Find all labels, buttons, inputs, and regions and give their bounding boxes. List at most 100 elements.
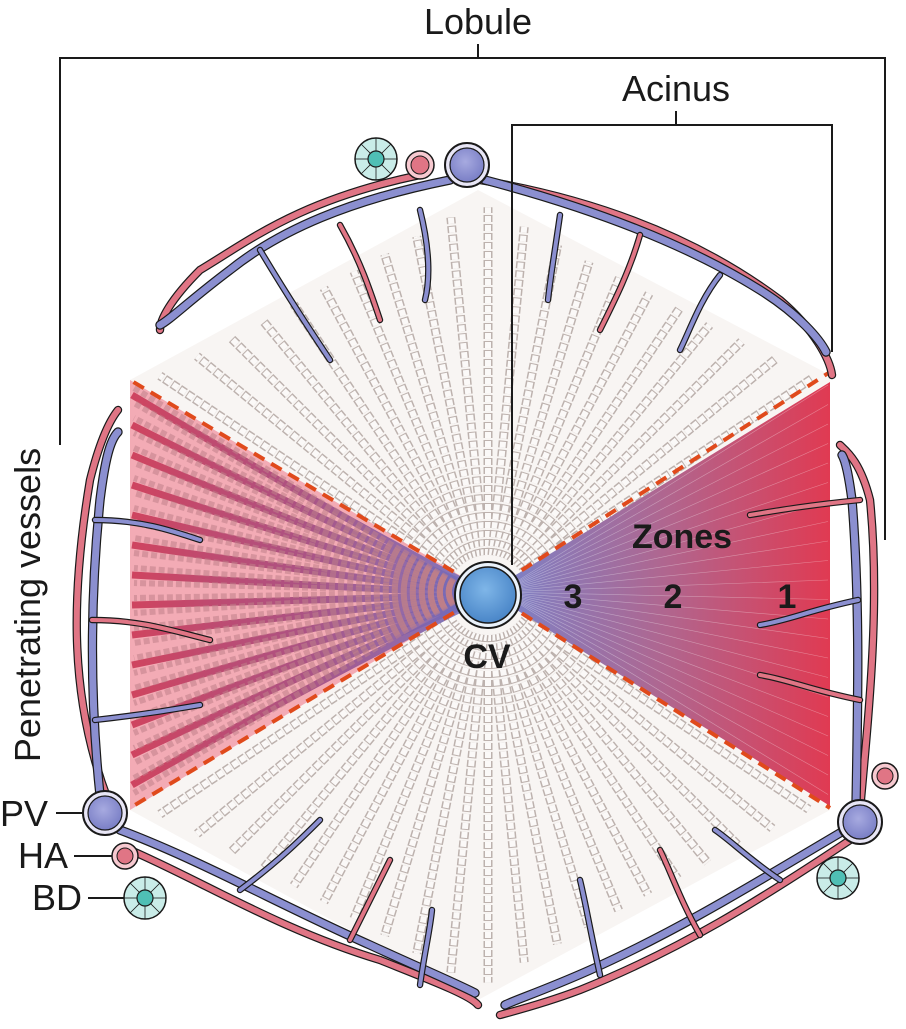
hepatic-artery-branch [497, 837, 853, 1018]
portal-triad-right [837, 762, 899, 845]
portal-vein-branch [546, 213, 562, 302]
zone-grid-line [499, 579, 829, 593]
central-vein [454, 561, 522, 629]
hepatocyte-cord-fill [381, 253, 480, 558]
ha-label: HA [18, 835, 68, 876]
portal-vein-branch [418, 208, 431, 302]
hepatic-artery-branch [748, 498, 862, 517]
hepatocyte-cord-fill [321, 286, 472, 562]
bd-label: BD [32, 877, 82, 918]
zone-grid-line [499, 404, 829, 593]
portal-vein-branch [238, 818, 322, 892]
portal-vein-branch [418, 908, 434, 987]
zone-grid-line [499, 521, 829, 593]
hepatocyte-cord-fill [511, 624, 710, 865]
hepatocyte-cord-fill [514, 621, 742, 849]
zone-grid-line [499, 591, 829, 795]
hepatocyte-cord-fill [447, 217, 488, 556]
portal-vein-branch [93, 703, 202, 722]
hepatic-artery-branch [598, 233, 642, 332]
lobule-bracket [59, 44, 886, 540]
portal-vein-branch [89, 428, 122, 799]
bile-duct-icon [123, 876, 167, 920]
hepatocyte-cord-fill [504, 292, 652, 562]
hepatocyte-cord [133, 589, 471, 631]
hepatocyte-cord-fill [507, 626, 681, 881]
bile-duct-icon [354, 137, 398, 181]
hepatocyte-cord-fill [381, 632, 480, 937]
hepatocyte-cord-fill [488, 226, 528, 556]
portal-vein-branch [713, 828, 782, 882]
hepatocyte-cord-fill [291, 302, 469, 564]
lobule-label: Lobule [424, 1, 532, 42]
hepatocyte-cord-fill [492, 633, 561, 945]
hepatocyte-cord-fill [447, 634, 488, 973]
zone-grid-line [499, 423, 829, 593]
zone-grid-line [499, 482, 829, 593]
zone-3-label: 3 [564, 578, 583, 616]
hepatocyte-cord [133, 589, 471, 601]
hepatic-artery-branch [348, 858, 392, 942]
hepatocyte-cord [133, 565, 471, 595]
zone-grid-line [499, 591, 829, 639]
portal-vein-branch [93, 518, 202, 542]
hepatocyte-cord [133, 589, 471, 616]
acinus-boundary-lines [128, 370, 832, 810]
hepatocyte-cord-fill [514, 339, 744, 569]
hepatocyte-cord [133, 580, 471, 595]
hepatocyte-cord-fill [488, 634, 528, 963]
portal-vein-branch [156, 176, 454, 329]
hepatocyte-cord-fill [158, 614, 457, 817]
portal-vein-branch [678, 273, 722, 352]
hepatic-artery-branch [157, 172, 423, 333]
hepatocyte-cord-fill [517, 618, 775, 831]
portal-triad-left [82, 790, 139, 870]
perimeter-vessels [72, 170, 879, 1020]
zone-grid-line [499, 591, 829, 678]
zone-grid-line [499, 591, 829, 600]
zone-grid-line [499, 591, 829, 737]
zone-grid-line [499, 591, 829, 717]
zone-grid-line [499, 591, 829, 620]
zone-grid-line [499, 462, 829, 593]
zone-grid-line [499, 501, 829, 593]
zones-title: Zones [632, 518, 732, 556]
portal-vein-branch [481, 176, 830, 356]
portal-vein-branch [501, 826, 849, 1009]
hepatocyte-cord-fill [519, 614, 811, 812]
hepatocyte-cord-fill [504, 628, 651, 896]
hepatocyte-cord-fill [496, 260, 592, 558]
hepatic-artery-branch [127, 847, 481, 1008]
acinus-bracket [511, 111, 833, 565]
hepatocyte-cord-fill [195, 618, 459, 837]
hepatic-artery-branch [837, 442, 878, 813]
hepatic-artery-branch [658, 848, 702, 937]
hepatocyte-cord-fill [413, 633, 484, 955]
hepatocyte-cord-fill [195, 353, 459, 572]
hepatocyte-cord-fill [496, 632, 592, 928]
acinus-label: Acinus [622, 68, 730, 109]
zone-2-label: 2 [664, 578, 683, 616]
zone-grid-line [499, 540, 829, 593]
portal-vein-branch [758, 598, 860, 627]
hepatocyte-cord-fill [260, 624, 465, 872]
hepatocyte-cord-fill [511, 323, 712, 566]
sinusoid-streak [130, 451, 490, 599]
portal-vein-branch [116, 826, 479, 997]
hepatocyte-cord-fill [507, 307, 682, 564]
portal-vein-branch [258, 248, 332, 362]
hepatocyte-cord-fill [351, 630, 476, 920]
hepatocyte-cord-fill [158, 373, 457, 576]
portal-vein-branch [578, 878, 602, 977]
hepatocyte-cord [132, 400, 472, 595]
hepatic-artery-branch [758, 673, 862, 702]
zone-grid-line [499, 591, 829, 776]
hepatocyte-cord-fill [260, 318, 465, 566]
zone-grid-line [499, 591, 829, 756]
hepatocyte-cord-fill [291, 626, 469, 888]
bile-ducts [123, 137, 860, 920]
bile-duct-icon [816, 856, 860, 900]
hepatocyte-cord-fill [321, 628, 472, 904]
penetrating-vessels-label: Penetrating vessels [7, 448, 48, 762]
